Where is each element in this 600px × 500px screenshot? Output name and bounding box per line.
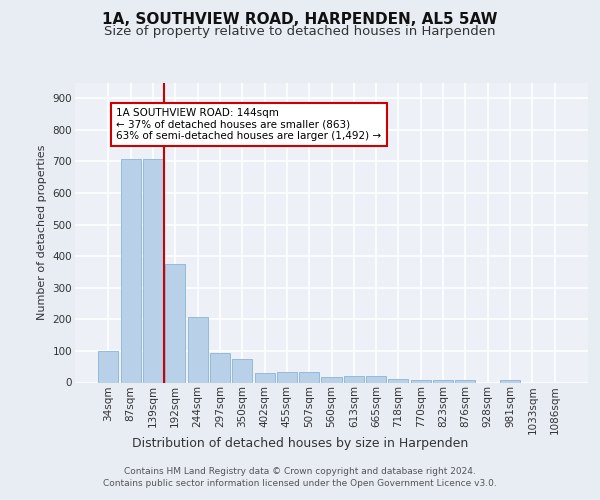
Bar <box>277 372 297 382</box>
Text: 1A, SOUTHVIEW ROAD, HARPENDEN, AL5 5AW: 1A, SOUTHVIEW ROAD, HARPENDEN, AL5 5AW <box>102 12 498 28</box>
Bar <box>143 159 163 382</box>
Bar <box>500 380 520 382</box>
Bar <box>254 373 275 382</box>
Bar <box>232 360 252 382</box>
Bar <box>455 380 475 382</box>
Bar <box>121 159 141 382</box>
Text: Size of property relative to detached houses in Harpenden: Size of property relative to detached ho… <box>104 25 496 38</box>
Bar <box>366 376 386 382</box>
Bar <box>210 352 230 382</box>
Bar <box>322 377 341 382</box>
Bar <box>411 380 431 382</box>
Y-axis label: Number of detached properties: Number of detached properties <box>37 145 47 320</box>
Bar <box>188 317 208 382</box>
Text: 1A SOUTHVIEW ROAD: 144sqm
← 37% of detached houses are smaller (863)
63% of semi: 1A SOUTHVIEW ROAD: 144sqm ← 37% of detac… <box>116 108 381 141</box>
Bar <box>165 264 185 382</box>
Bar <box>388 380 409 382</box>
Bar <box>98 351 118 382</box>
Bar <box>299 372 319 382</box>
Text: Contains HM Land Registry data © Crown copyright and database right 2024.
Contai: Contains HM Land Registry data © Crown c… <box>103 466 497 487</box>
Text: Distribution of detached houses by size in Harpenden: Distribution of detached houses by size … <box>132 438 468 450</box>
Bar <box>344 376 364 382</box>
Bar <box>433 380 453 382</box>
